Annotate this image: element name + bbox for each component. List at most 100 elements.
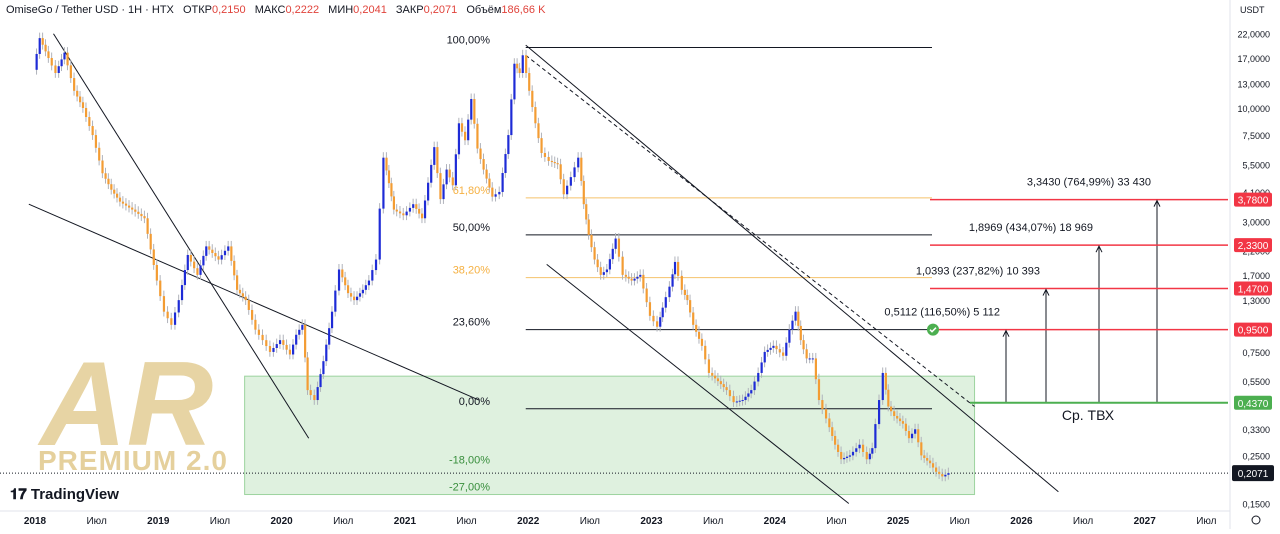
candle-body	[44, 44, 47, 52]
candle-body	[775, 345, 778, 350]
y-tick-label: 0,2500	[1242, 451, 1270, 461]
candle-body	[797, 311, 800, 326]
candle-body	[73, 78, 76, 91]
candle-body	[202, 255, 205, 266]
fib-label: 50,00%	[453, 222, 491, 234]
candle-body	[614, 238, 617, 249]
candle-body	[261, 334, 264, 341]
candle-body	[415, 204, 418, 209]
candle-body	[152, 249, 155, 266]
candle-body	[938, 471, 941, 475]
candle-body	[392, 196, 396, 210]
candle-body	[785, 342, 788, 356]
candle-body	[590, 234, 593, 248]
candle-body	[227, 246, 230, 251]
candle-body	[627, 276, 630, 279]
candle-body	[196, 268, 199, 275]
candle-body	[247, 300, 250, 310]
candle-body	[358, 293, 362, 297]
candle-body	[814, 358, 817, 380]
candle-body	[772, 345, 775, 348]
candle-body	[683, 289, 686, 295]
candle-body	[420, 213, 424, 219]
candle-body	[166, 311, 169, 319]
y-tick-label: 10,0000	[1237, 104, 1270, 114]
candle-body	[831, 427, 834, 436]
candle-body	[917, 429, 920, 443]
candle-body	[205, 246, 208, 256]
candle-body	[408, 207, 412, 212]
candle-body	[193, 261, 196, 269]
candle-body	[757, 372, 760, 382]
candle-body	[656, 321, 659, 327]
candle-body	[301, 324, 304, 330]
x-tick-label: Июл	[86, 516, 106, 527]
candle-body	[50, 58, 53, 66]
candle-body	[711, 372, 714, 376]
candle-body	[516, 63, 519, 69]
low-value: 0,2041	[353, 4, 387, 16]
candle-body	[744, 396, 747, 401]
candle-body	[272, 348, 275, 352]
candle-body	[268, 346, 272, 352]
candle-body	[668, 286, 671, 298]
candle-body	[562, 179, 565, 195]
candle-body	[402, 213, 405, 216]
candle-body	[901, 421, 905, 424]
candle-body	[427, 182, 430, 201]
candle-body	[556, 163, 559, 165]
candle-body	[559, 164, 562, 180]
candle-body	[890, 406, 893, 412]
y-tick-label: 7,5000	[1242, 131, 1270, 141]
target-note: 0,5112 (116,50%) 5 112	[884, 307, 1000, 319]
candle-body	[766, 349, 769, 352]
candle-body	[433, 147, 436, 165]
candle-body	[47, 51, 50, 59]
axis-target-label: 2,3300	[1238, 241, 1269, 252]
candle-body	[98, 147, 101, 161]
candle-body	[257, 329, 260, 335]
candle-body	[855, 448, 858, 452]
axis-target-badge	[1234, 281, 1272, 296]
candle-body	[893, 411, 896, 416]
candle-body	[134, 209, 137, 212]
close-value: 0,2071	[423, 4, 458, 16]
axis-base-label: 0,4370	[1238, 399, 1269, 410]
candle-body	[473, 99, 476, 124]
arrow-head	[1153, 199, 1161, 207]
candle-body	[608, 259, 611, 270]
candle-body	[778, 349, 781, 353]
candle-body	[680, 275, 683, 290]
candle-body	[617, 238, 621, 257]
candle-body	[76, 90, 79, 97]
candle-body	[587, 219, 590, 235]
candle-body	[162, 296, 166, 312]
candle-body	[84, 107, 88, 118]
candle-body	[439, 173, 442, 200]
x-tick-label: Июл	[950, 516, 970, 527]
fib-label: 23,60%	[453, 317, 491, 329]
volume-label: Объём	[466, 4, 502, 16]
candle-body	[81, 102, 85, 108]
candle-body	[63, 52, 66, 60]
x-tick-label: 2018	[24, 516, 47, 527]
candle-body	[146, 218, 149, 234]
x-tick-label: 2021	[394, 516, 417, 527]
candle-body	[858, 444, 861, 449]
candle-body	[868, 453, 871, 460]
candle-body	[149, 233, 152, 250]
candle-body	[808, 358, 811, 360]
tradingview-icon: 𝟏𝟕	[10, 486, 27, 503]
candle-body	[845, 456, 849, 458]
candle-body	[904, 423, 908, 431]
candle-body	[457, 123, 461, 155]
candle-body	[944, 474, 947, 477]
fib-label: 38,20%	[453, 265, 491, 277]
high-label: МАКС	[254, 4, 286, 16]
candle-body	[507, 135, 510, 155]
candle-body	[488, 178, 491, 188]
candle-body	[66, 52, 69, 66]
candle-body	[931, 463, 935, 468]
